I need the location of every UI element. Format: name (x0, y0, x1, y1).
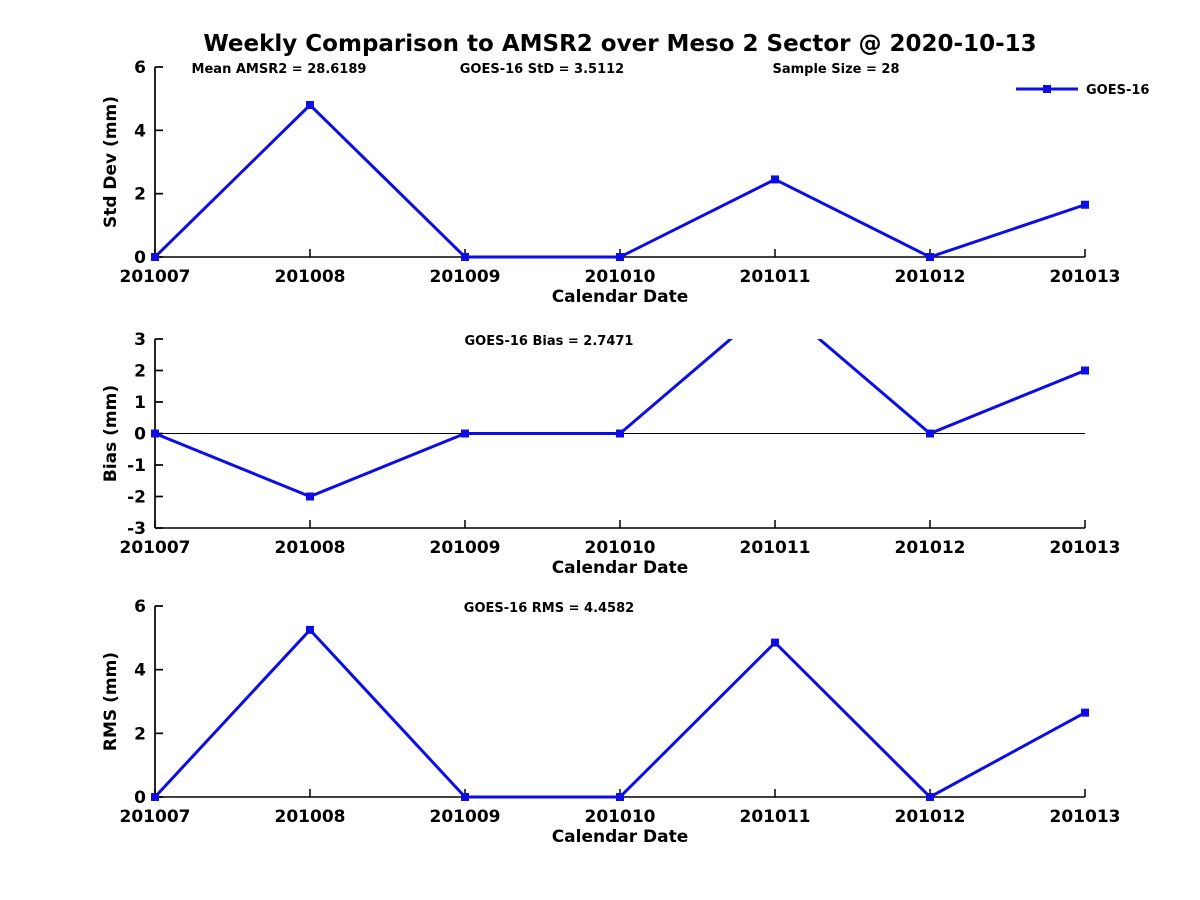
series-line (153, 102, 1086, 259)
data-point-marker (1081, 708, 1089, 717)
y-tick-label: 4 (134, 121, 146, 141)
y-tick-label: 6 (134, 597, 146, 617)
x-tick-label: 201013 (1050, 807, 1121, 827)
x-tick-label: 201011 (740, 267, 811, 287)
data-point-marker (926, 429, 934, 438)
x-tick-label: 201010 (585, 807, 656, 827)
y-axis-label: RMS (mm) (101, 652, 121, 751)
x-tick-label: 201013 (1050, 267, 1121, 287)
y-axis-label: Std Dev (mm) (101, 96, 121, 228)
y-tick-label: 4 (134, 661, 146, 681)
x-tick-label: 201009 (430, 538, 501, 558)
y-tick-label: 1 (134, 393, 146, 413)
data-point-marker (926, 793, 934, 801)
figure-title: Weekly Comparison to AMSR2 over Meso 2 S… (203, 31, 1037, 57)
x-tick-label: 201012 (895, 267, 966, 287)
panel-rms: 0 2 4 6 201007 201008 201009 201010 201011 201012… (101, 597, 1120, 847)
y-tick-label: -2 (127, 488, 146, 508)
data-point-marker (616, 793, 624, 801)
stat-sample-size: Sample Size = 28 (772, 62, 900, 77)
panel-std-dev: 0 2 4 6 201007 201008 201009 201010 201011 201012… (101, 58, 1120, 307)
data-point-marker (926, 253, 934, 261)
y-tick-label: 0 (134, 248, 146, 268)
y-tick-label: 0 (134, 788, 146, 808)
data-point-marker (151, 429, 159, 438)
data-point-marker (616, 429, 624, 438)
y-tick-label: -3 (127, 519, 146, 539)
x-axis-label: Calendar Date (552, 827, 689, 847)
y-tick-label: 3 (134, 330, 146, 350)
x-tick-label: 201011 (740, 807, 811, 827)
stats-row: Mean AMSR2 = 28.6189 GOES-16 StD = 3.511… (0, 62, 1200, 78)
x-tick-label: 201013 (1050, 538, 1121, 558)
data-point-marker (771, 175, 779, 184)
panel-title: GOES-16 Bias = 2.7471 (465, 334, 634, 349)
x-axis-label: Calendar Date (552, 287, 689, 307)
data-point-marker (306, 492, 314, 501)
legend-marker (1043, 85, 1051, 93)
series-line (154, 339, 1086, 499)
y-tick-label: 2 (134, 362, 146, 382)
series-line (153, 627, 1086, 799)
x-tick-label: 201007 (120, 807, 191, 827)
data-point-marker (306, 625, 314, 634)
panel-title: GOES-16 RMS = 4.4582 (464, 601, 634, 616)
data-point-marker (151, 253, 159, 261)
x-tick-label: 201012 (895, 807, 966, 827)
x-tick-label: 201008 (275, 538, 346, 558)
legend: GOES-16 (1016, 83, 1149, 98)
data-point-marker (461, 793, 469, 801)
x-tick-label: 201008 (275, 267, 346, 287)
data-point-marker (461, 253, 469, 261)
x-tick-label: 201010 (585, 267, 656, 287)
data-point-marker (616, 253, 624, 261)
x-axis-label: Calendar Date (552, 558, 689, 578)
panel-bias: -3 -2 -1 0 1 2 3 201007 201008 201009 201010 201011… (101, 330, 1121, 578)
data-point-marker (771, 638, 779, 647)
x-tick-label: 201011 (740, 538, 811, 558)
x-tick-label: 201008 (275, 807, 346, 827)
stat-goes16-std: GOES-16 StD = 3.5112 (459, 62, 625, 77)
data-point-marker (461, 429, 469, 438)
x-tick-label: 201010 (585, 538, 656, 558)
data-point-marker (1081, 200, 1089, 209)
data-point-marker (151, 793, 159, 801)
y-tick-label: 2 (134, 185, 146, 205)
stat-mean-amsr2: Mean AMSR2 = 28.6189 (191, 62, 367, 77)
x-tick-label: 201007 (120, 538, 191, 558)
data-point-marker (306, 101, 314, 109)
y-axis-label: Bias (mm) (101, 385, 121, 482)
y-tick-label: 6 (134, 58, 146, 78)
x-tick-label: 201012 (895, 538, 966, 558)
legend-label: GOES-16 (1086, 83, 1149, 98)
x-tick-label: 201009 (430, 807, 501, 827)
y-tick-label: 2 (134, 724, 146, 744)
data-point-marker (1081, 366, 1089, 375)
y-tick-label: -1 (127, 456, 146, 476)
x-tick-label: 201009 (430, 267, 501, 287)
x-tick-label: 201007 (120, 267, 191, 287)
y-tick-label: 0 (134, 425, 146, 445)
